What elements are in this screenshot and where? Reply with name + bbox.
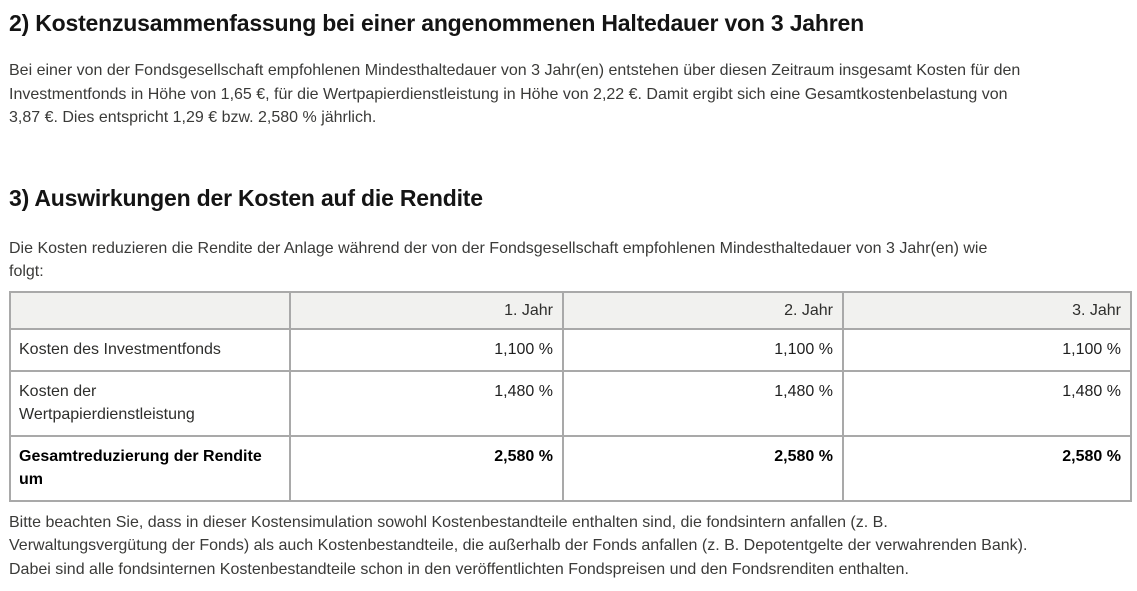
header-cell-year-2: 2. Jahr bbox=[562, 290, 844, 330]
section-2-heading: 2) Kostenzusammenfassung bei einer angen… bbox=[9, 10, 864, 36]
row-label: Kosten des Investmentfonds bbox=[9, 328, 291, 372]
value-year-1: 1,480 % bbox=[289, 369, 564, 437]
value-year-1: 1,100 % bbox=[289, 328, 564, 372]
table-row-fund-costs: Kosten des Investmentfonds 1,100 % 1,100… bbox=[9, 328, 1132, 372]
value-year-2: 1,480 % bbox=[562, 369, 844, 437]
section-3-heading: 3) Auswirkungen der Kosten auf die Rendi… bbox=[9, 184, 483, 211]
header-cell-year-1: 1. Jahr bbox=[289, 290, 564, 330]
table-row-total-reduction: Gesamtreduzierung der Rendite um 2,580 %… bbox=[9, 434, 1132, 502]
table-header-row: 1. Jahr 2. Jahr 3. Jahr bbox=[9, 290, 1132, 330]
value-year-1: 2,580 % bbox=[289, 434, 564, 502]
row-label: Gesamtreduzierung der Rendite um bbox=[9, 434, 291, 502]
value-year-3: 2,580 % bbox=[842, 434, 1132, 502]
header-cell-year-3: 3. Jahr bbox=[842, 290, 1132, 330]
table-row-service-costs: Kosten der Wertpapierdienstleistung 1,48… bbox=[9, 369, 1132, 437]
value-year-2: 1,100 % bbox=[562, 328, 844, 372]
cost-simulation-footer-note: Bitte beachten Sie, dass in dieser Koste… bbox=[9, 513, 1028, 578]
cost-impact-table: 1. Jahr 2. Jahr 3. Jahr Kosten des Inves… bbox=[9, 290, 1132, 502]
section-3-body: Die Kosten reduzieren die Rendite der An… bbox=[9, 239, 988, 281]
section-2-body: Bei einer von der Fondsgesellschaft empf… bbox=[9, 62, 1021, 126]
value-year-3: 1,100 % bbox=[842, 328, 1132, 372]
row-label: Kosten der Wertpapierdienstleistung bbox=[9, 369, 291, 437]
value-year-2: 2,580 % bbox=[562, 434, 844, 502]
value-year-3: 1,480 % bbox=[842, 369, 1132, 437]
header-cell-empty bbox=[9, 290, 291, 330]
